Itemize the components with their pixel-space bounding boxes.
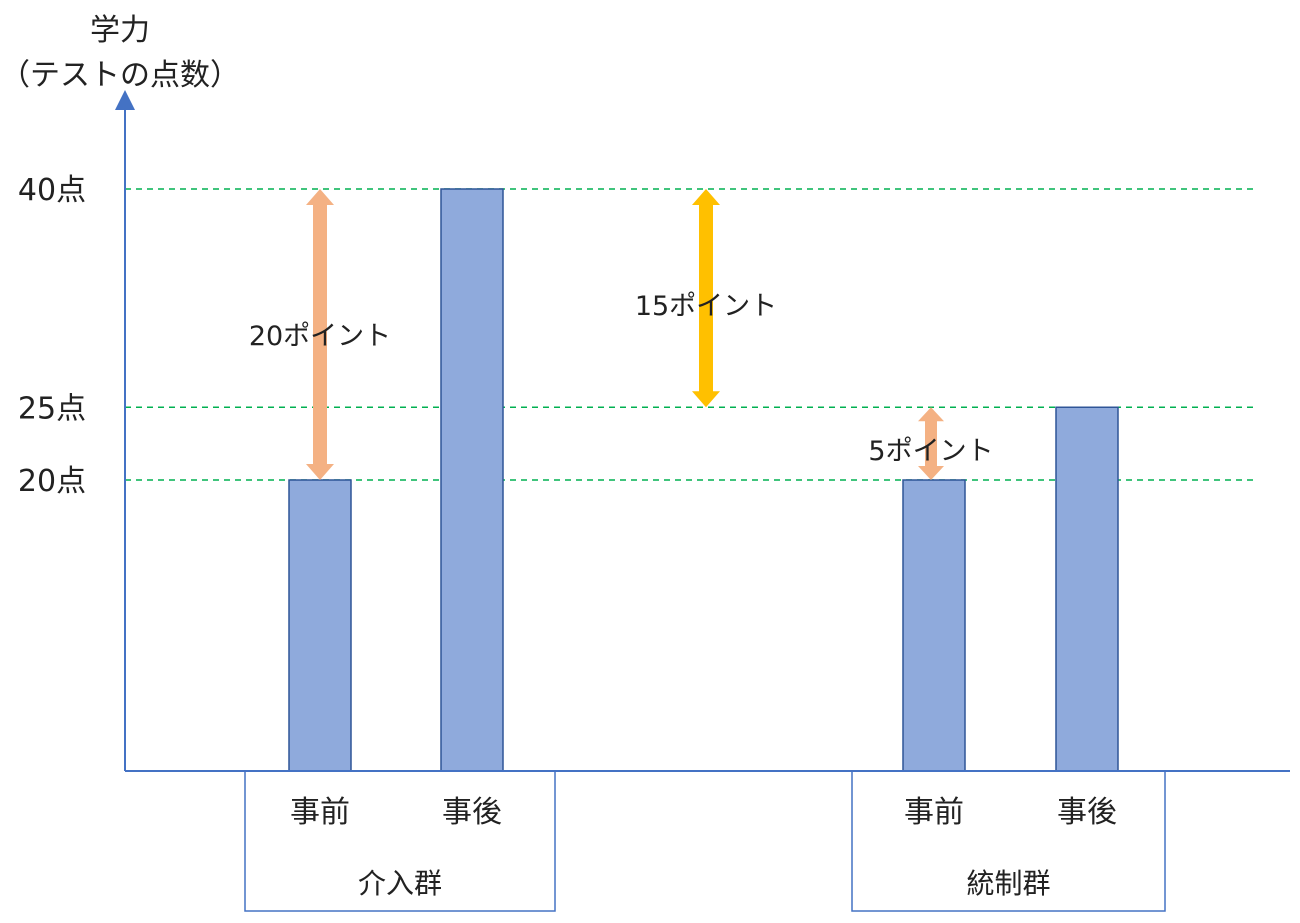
bar xyxy=(288,479,352,772)
category-label: 事前 xyxy=(904,795,964,830)
bar xyxy=(902,479,966,772)
bar xyxy=(440,188,504,772)
y-tick-label: 40点 xyxy=(18,173,86,208)
y-tick-label: 20点 xyxy=(18,464,86,499)
y-axis-label-line2: （テストの点数） xyxy=(0,58,240,93)
category-label: 事後 xyxy=(442,795,502,830)
double-arrow xyxy=(692,189,720,408)
y-tick-labels: 40点 25点 20点 xyxy=(18,173,86,499)
y-axis-label-line1: 学力 xyxy=(90,13,150,48)
group-label: 統制群 xyxy=(966,867,1050,900)
annotation-label: 20ポイント xyxy=(249,321,391,352)
bars xyxy=(288,188,1119,772)
group-label: 介入群 xyxy=(358,867,442,900)
y-tick-label: 25点 xyxy=(18,391,86,426)
annotations: 20ポイント 15ポイント 5ポイント xyxy=(249,189,994,480)
category-label: 事前 xyxy=(290,795,350,830)
annotation-label: 5ポイント xyxy=(868,436,993,467)
bar xyxy=(1055,406,1119,772)
category-label: 事後 xyxy=(1057,795,1117,830)
annotation-label: 15ポイント xyxy=(635,291,777,322)
double-arrow xyxy=(918,407,944,480)
double-arrow xyxy=(306,189,334,480)
